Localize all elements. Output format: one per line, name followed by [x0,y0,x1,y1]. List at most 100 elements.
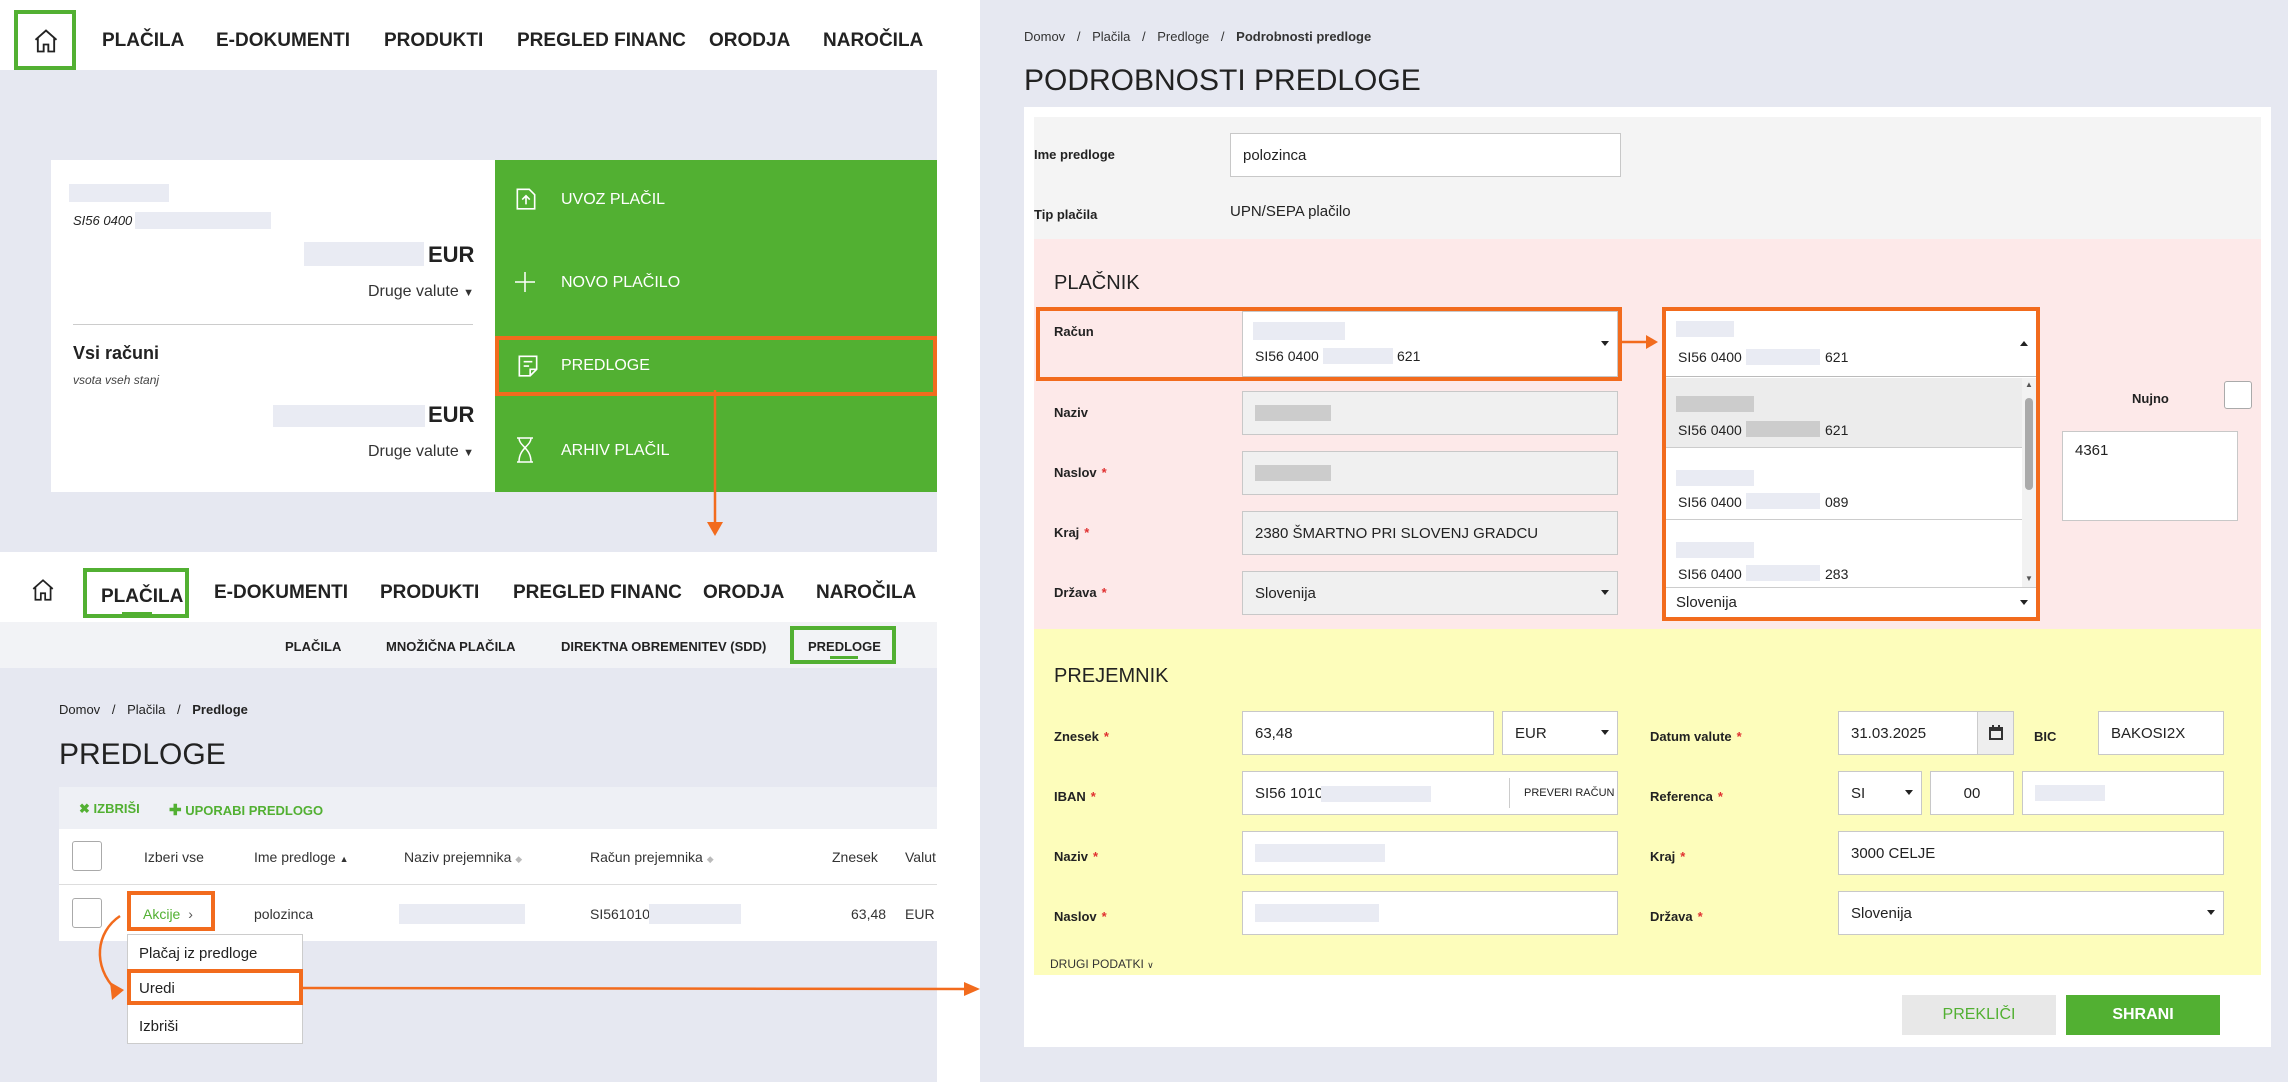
actions-button[interactable]: Akcije › [127,891,215,931]
urgent-checkbox[interactable] [2224,381,2252,409]
menu-item-templates[interactable]: PREDLOGE [495,336,937,396]
menu-item-new-payment[interactable]: NOVO PLAČILO [495,240,937,324]
crumb-separator: / [111,702,116,717]
bic-input[interactable]: BAKOSI2X [2098,711,2224,755]
save-button[interactable]: SHRANI [2066,995,2220,1035]
nav-produkti[interactable]: PRODUKTI [380,582,480,603]
calendar-button[interactable] [1977,712,2013,754]
col-name[interactable]: Ime predloge ▲ [254,849,349,865]
home-icon[interactable] [30,577,56,603]
crumb-predloge: Predloge [192,702,248,717]
subnav-predloge-active[interactable]: PREDLOGE [790,626,896,664]
dropdown-list: SI56 0400 621 SI56 0400 089 SI56 0400 [1666,378,2022,587]
nav-pregled-financ[interactable]: PREGLED FINANC [513,582,682,603]
crumb-placila[interactable]: Plačila [1092,29,1131,44]
account-name-masked [1676,396,1754,412]
col-payee-account[interactable]: Račun prejemnika ◆ [590,849,714,865]
nav-produkti[interactable]: PRODUKTI [384,30,484,51]
total-balance-currency: EUR [428,402,475,427]
dropdown-option[interactable]: SI56 0400 089 [1666,448,2022,520]
chevron-up-icon [2020,340,2028,346]
nav-narocila[interactable]: NAROČILA [816,582,917,603]
ref-value-input[interactable] [2022,771,2224,815]
dropdown-option[interactable]: SI56 0400 283 [1666,520,2022,587]
home-button[interactable] [14,10,76,70]
crumb-home[interactable]: Domov [1024,29,1066,44]
chevron-down-icon [1601,590,1609,595]
date-input[interactable]: 31.03.2025 [1838,711,2014,755]
crumb-predloge[interactable]: Predloge [1157,29,1210,44]
masked-value [2035,785,2105,801]
payee-name-input[interactable] [1242,831,1618,875]
page-title: PREDLOGE [59,738,226,771]
payer-account-select[interactable]: SI56 0400 621 [1242,311,1618,377]
other-currencies-link[interactable]: Druge valute ▼ [368,283,474,301]
purpose-field[interactable]: 4361 [2062,431,2238,521]
menu-delete[interactable]: Izbriši [139,1018,179,1035]
chevron-down-icon: ▼ [463,287,475,299]
template-name-label: Ime predloge [1034,147,1115,162]
dropdown-scrollbar[interactable]: ▲ ▼ [2022,378,2036,587]
subnav-direktna[interactable]: DIREKTNA OBREMENITEV (SDD) [561,639,767,654]
all-accounts-title: Vsi računi [73,343,160,363]
dropdown-option[interactable]: SI56 0400 621 [1666,378,2022,448]
payer-name-label: Naziv [1054,405,1088,420]
select-all-checkbox[interactable] [72,841,102,871]
crumb-placila[interactable]: Plačila [127,702,166,717]
payee-city-input[interactable]: 3000 CELJE [1838,831,2224,875]
payee-address-input[interactable] [1242,891,1618,935]
nav-orodja[interactable]: ORODJA [703,582,785,603]
account-iban-masked [1323,348,1393,364]
other-currencies-link-2[interactable]: Druge valute ▼ [368,443,474,461]
payee-country-select[interactable]: Slovenija [1838,891,2224,935]
template-name-input[interactable]: polozinca [1230,133,1621,177]
iban-input[interactable]: SI56 1010 PREVERI RAČUN [1242,771,1618,815]
currency-select[interactable]: EUR [1502,711,1618,755]
crumb-home[interactable]: Domov [59,702,101,717]
payer-country-label: Država * [1054,585,1107,600]
country-value: Slovenija [1676,594,1737,611]
col-amount[interactable]: Znesek [832,849,878,865]
subnav-mnozicna[interactable]: MNOŽIČNA PLAČILA [386,639,516,654]
payer-city-field[interactable]: 2380 ŠMARTNO PRI SLOVENJ GRADCU [1242,511,1618,555]
payee-country-label: Država * [1650,909,1703,924]
chevron-down-icon: ▼ [463,447,475,459]
nav-orodja[interactable]: ORODJA [709,30,791,51]
use-template-button[interactable]: ✚ UPORABI PREDLOGO [169,801,323,819]
balance-currency: EUR [428,242,475,267]
payer-country-select[interactable]: Slovenija [1242,571,1618,615]
nav-e-dokumenti[interactable]: E-DOKUMENTI [216,30,351,51]
col-payee-name[interactable]: Naziv prejemnika ◆ [404,849,522,865]
cancel-button[interactable]: PREKLIČI [1902,995,2056,1035]
amount-input[interactable]: 63,48 [1242,711,1494,755]
option-suffix: 621 [1825,422,1849,438]
menu-item-archive[interactable]: ARHIV PLAČIL [495,410,937,492]
menu-edit[interactable]: Uredi [127,969,303,1005]
menu-pay-from-template[interactable]: Plačaj iz predloge [139,945,258,962]
subnav-placila[interactable]: PLAČILA [285,639,342,654]
crumb-separator: / [1076,29,1081,44]
payer-address-field[interactable] [1242,451,1618,495]
payer-account-label: Račun [1054,324,1094,339]
menu-item-import[interactable]: UVOZ PLAČIL [495,160,937,240]
nav-narocila[interactable]: NAROČILA [823,30,924,51]
nav-placila[interactable]: PLAČILA [102,30,185,51]
dropdown-selected[interactable]: SI56 0400 621 [1666,311,2036,377]
scrollbar-thumb[interactable] [2025,398,2033,490]
amount-label: Znesek * [1054,729,1109,744]
more-data-label: DRUGI PODATKI [1050,957,1144,971]
col-select-all[interactable]: Izberi vse [144,849,204,865]
check-account-button[interactable]: PREVERI RAČUN [1509,778,1614,808]
nav-pregled-financ[interactable]: PREGLED FINANC [517,30,686,51]
col-currency[interactable]: Valut [905,849,936,865]
ref-model-select[interactable]: SI [1838,771,1922,815]
more-data-toggle[interactable]: DRUGI PODATKI ∨ [1050,957,1154,971]
form-card: Ime predloge polozinca Tip plačila UPN/S… [1024,107,2271,1047]
chevron-down-icon [1601,341,1609,346]
delete-button[interactable]: ✖ IZBRIŠI [79,801,140,817]
row-checkbox[interactable] [72,898,102,928]
ref-num-input[interactable]: 00 [1930,771,2014,815]
nav-placila-active[interactable]: PLAČILA [83,568,189,618]
payer-name-field[interactable] [1242,391,1618,435]
nav-e-dokumenti[interactable]: E-DOKUMENTI [214,582,349,603]
